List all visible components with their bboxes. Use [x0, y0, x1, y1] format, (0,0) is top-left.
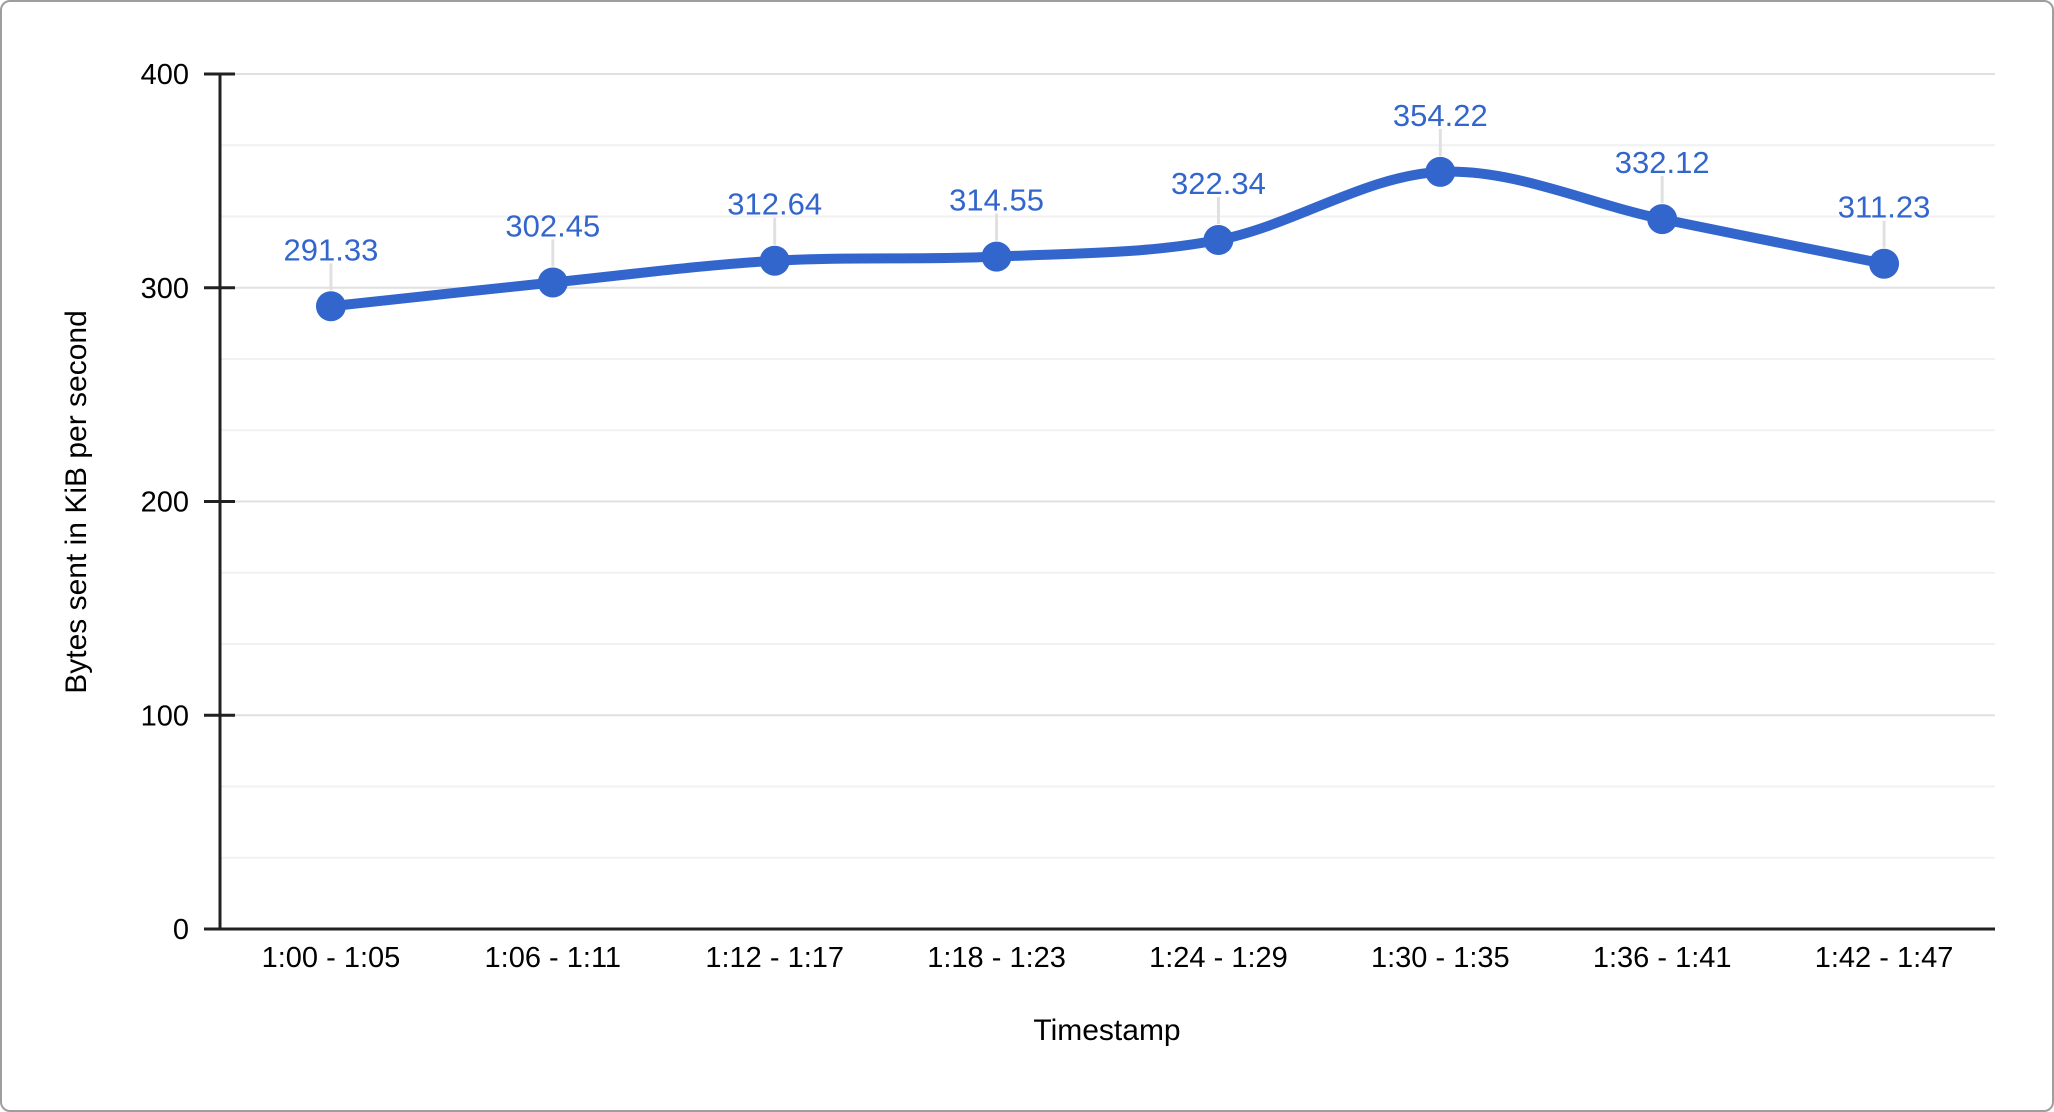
x-axis-category-label: 1:24 - 1:29: [1149, 942, 1288, 974]
x-axis-category-label: 1:12 - 1:17: [705, 942, 844, 974]
data-point-label: 291.33: [284, 232, 379, 267]
data-point[interactable]: [1647, 204, 1678, 235]
data-point[interactable]: [981, 241, 1012, 272]
x-axis-category-label: 1:06 - 1:11: [485, 942, 622, 974]
data-point-label: 314.55: [949, 183, 1044, 218]
x-axis-category-label: 1:30 - 1:35: [1371, 942, 1510, 974]
y-axis-tick-label: 100: [141, 700, 189, 732]
data-point-label: 302.45: [505, 209, 600, 244]
data-point[interactable]: [537, 267, 568, 298]
x-axis-title: Timestamp: [1033, 1014, 1181, 1047]
y-axis-tick-label: 0: [173, 914, 189, 946]
y-axis-tick-label: 300: [141, 273, 189, 305]
y-axis-title: Bytes sent in KiB per second: [60, 310, 93, 694]
data-point-label: 311.23: [1838, 190, 1931, 225]
x-axis-category-label: 1:18 - 1:23: [927, 942, 1066, 974]
data-point[interactable]: [315, 291, 346, 322]
data-point-label: 332.12: [1615, 145, 1710, 180]
x-axis-category-label: 1:36 - 1:41: [1593, 942, 1732, 974]
x-axis-category-label: 1:00 - 1:05: [262, 942, 401, 974]
data-point-label: 354.22: [1393, 98, 1488, 133]
data-point[interactable]: [759, 245, 790, 276]
y-axis-tick-label: 200: [141, 487, 189, 519]
data-point-label: 322.34: [1171, 166, 1266, 201]
data-point[interactable]: [1203, 224, 1234, 255]
data-point-label: 312.64: [727, 187, 822, 222]
series-line: [325, 166, 1890, 312]
data-point[interactable]: [1869, 248, 1900, 279]
data-point[interactable]: [1425, 156, 1456, 187]
x-axis-category-label: 1:42 - 1:47: [1815, 942, 1954, 974]
y-axis-tick-label: 400: [141, 59, 189, 91]
